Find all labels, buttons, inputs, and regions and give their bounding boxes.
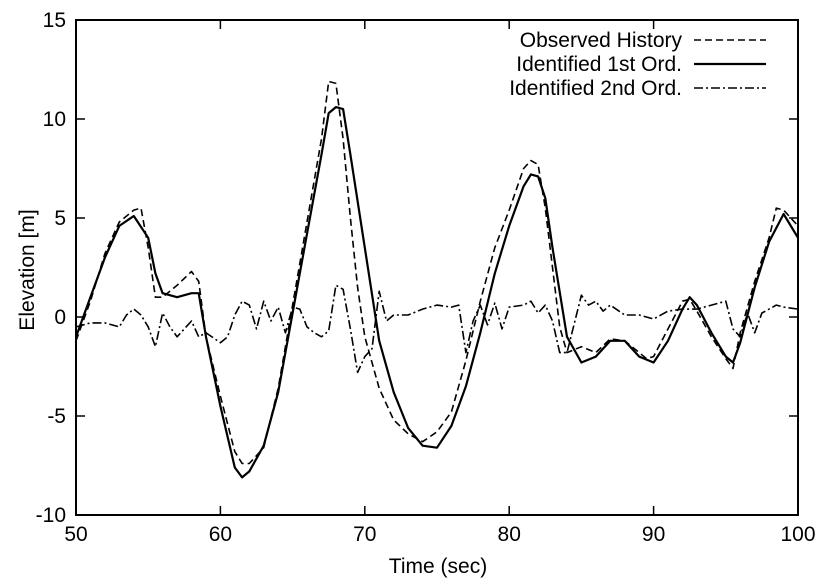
y-tick-label: 15 (43, 9, 66, 32)
x-tick-label: 80 (498, 523, 521, 546)
x-tick-label: 50 (64, 523, 87, 546)
series-line-3 (76, 284, 798, 374)
y-tick-label: -5 (47, 405, 66, 428)
x-tick-label: 60 (209, 523, 232, 546)
y-tick-label: 10 (43, 108, 66, 131)
y-axis-title: Elevation [m] (16, 209, 39, 330)
y-tick-label: 5 (54, 207, 66, 230)
legend-label-3: Identified 2nd Ord. (509, 77, 682, 100)
y-tick-label: -10 (36, 504, 66, 527)
plot-area (76, 80, 798, 479)
x-axis-title: Time (sec) (389, 555, 487, 578)
y-tick-label: 0 (54, 306, 66, 329)
x-tick-label: 100 (780, 523, 815, 546)
legend-label-2: Identified 1st Ord. (516, 53, 682, 76)
series-line-1 (76, 80, 798, 465)
x-tick-label: 70 (353, 523, 376, 546)
x-tick-label: 90 (642, 523, 665, 546)
legend-label-1: Observed History (520, 29, 683, 52)
series-line-2 (76, 105, 798, 479)
plot-frame (75, 19, 799, 516)
axes: 50 60 70 80 90 100 -10 -5 0 5 10 15 (36, 9, 816, 546)
